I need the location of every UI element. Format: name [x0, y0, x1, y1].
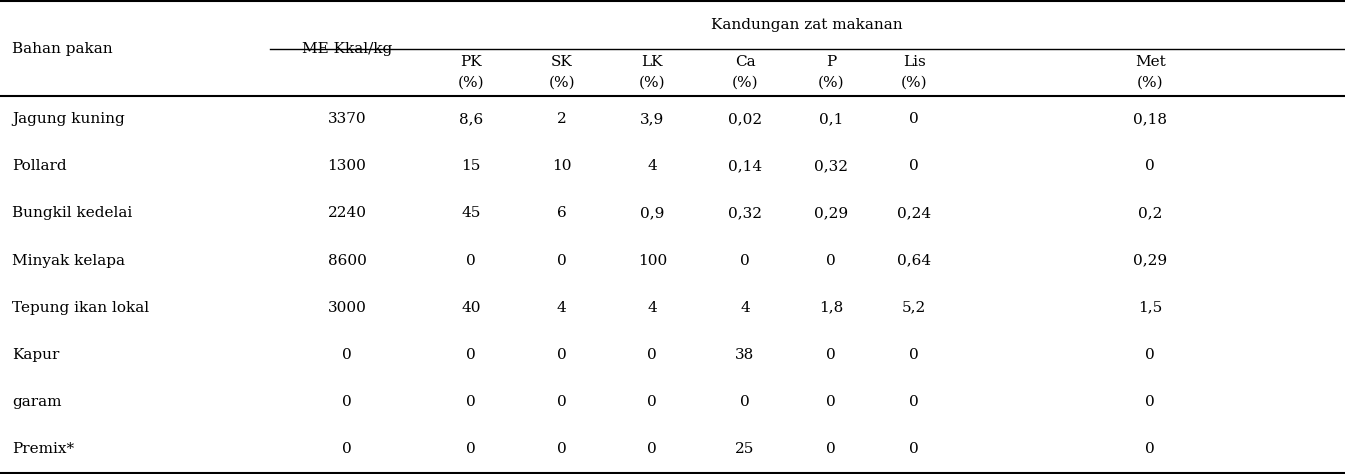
- Text: 0: 0: [557, 395, 566, 409]
- Text: (%): (%): [639, 75, 666, 90]
- Text: Premix*: Premix*: [12, 442, 74, 456]
- Text: 0: 0: [467, 348, 476, 362]
- Text: 0: 0: [647, 442, 658, 456]
- Text: 0: 0: [740, 254, 751, 267]
- Text: 5,2: 5,2: [902, 301, 927, 315]
- Text: 0,29: 0,29: [1134, 254, 1167, 267]
- Text: 0: 0: [557, 442, 566, 456]
- Text: Met: Met: [1135, 55, 1166, 69]
- Text: 0: 0: [467, 395, 476, 409]
- Text: 4: 4: [647, 301, 658, 315]
- Text: 38: 38: [736, 348, 755, 362]
- Text: 0: 0: [557, 348, 566, 362]
- Text: Pollard: Pollard: [12, 159, 67, 173]
- Text: 0,1: 0,1: [819, 112, 843, 126]
- Text: 0,14: 0,14: [728, 159, 763, 173]
- Text: 0,32: 0,32: [728, 207, 763, 220]
- Text: 0: 0: [740, 395, 751, 409]
- Text: Tepung ikan lokal: Tepung ikan lokal: [12, 301, 149, 315]
- Text: 4: 4: [740, 301, 751, 315]
- Text: Kapur: Kapur: [12, 348, 59, 362]
- Text: 3,9: 3,9: [640, 112, 664, 126]
- Text: (%): (%): [1137, 75, 1163, 90]
- Text: 0: 0: [909, 395, 919, 409]
- Text: 0: 0: [467, 442, 476, 456]
- Text: 10: 10: [551, 159, 572, 173]
- Text: 0: 0: [826, 254, 835, 267]
- Text: Bahan pakan: Bahan pakan: [12, 42, 113, 55]
- Text: 0: 0: [1146, 159, 1155, 173]
- Text: 2240: 2240: [328, 207, 366, 220]
- Text: 0,18: 0,18: [1134, 112, 1167, 126]
- Text: PK: PK: [460, 55, 482, 69]
- Text: 0: 0: [909, 159, 919, 173]
- Text: Lis: Lis: [902, 55, 925, 69]
- Text: 0: 0: [342, 442, 352, 456]
- Text: 45: 45: [461, 207, 482, 220]
- Text: 100: 100: [638, 254, 667, 267]
- Text: (%): (%): [732, 75, 759, 90]
- Text: (%): (%): [818, 75, 845, 90]
- Text: 4: 4: [557, 301, 566, 315]
- Text: ME Kkal/kg: ME Kkal/kg: [301, 42, 393, 55]
- Text: 0,24: 0,24: [897, 207, 931, 220]
- Text: garam: garam: [12, 395, 62, 409]
- Text: 3000: 3000: [328, 301, 366, 315]
- Text: Ca: Ca: [734, 55, 756, 69]
- Text: 0: 0: [342, 395, 352, 409]
- Text: 0: 0: [909, 442, 919, 456]
- Text: 0,64: 0,64: [897, 254, 931, 267]
- Text: LK: LK: [642, 55, 663, 69]
- Text: 0,29: 0,29: [814, 207, 847, 220]
- Text: 0,02: 0,02: [728, 112, 763, 126]
- Text: 0: 0: [826, 442, 835, 456]
- Text: 2: 2: [557, 112, 566, 126]
- Text: 0: 0: [909, 348, 919, 362]
- Text: 1,5: 1,5: [1138, 301, 1162, 315]
- Text: 15: 15: [461, 159, 482, 173]
- Text: 3370: 3370: [328, 112, 366, 126]
- Text: Bungkil kedelai: Bungkil kedelai: [12, 207, 132, 220]
- Text: 8600: 8600: [328, 254, 366, 267]
- Text: 0: 0: [826, 395, 835, 409]
- Text: 0: 0: [909, 112, 919, 126]
- Text: 0: 0: [647, 348, 658, 362]
- Text: 0: 0: [1146, 442, 1155, 456]
- Text: 1300: 1300: [328, 159, 366, 173]
- Text: 0: 0: [1146, 348, 1155, 362]
- Text: 0: 0: [647, 395, 658, 409]
- Text: 0: 0: [557, 254, 566, 267]
- Text: 0,32: 0,32: [814, 159, 847, 173]
- Text: 0: 0: [467, 254, 476, 267]
- Text: 40: 40: [461, 301, 482, 315]
- Text: 8,6: 8,6: [459, 112, 483, 126]
- Text: P: P: [826, 55, 837, 69]
- Text: 1,8: 1,8: [819, 301, 843, 315]
- Text: (%): (%): [901, 75, 928, 90]
- Text: Minyak kelapa: Minyak kelapa: [12, 254, 125, 267]
- Text: 0: 0: [342, 348, 352, 362]
- Text: 0: 0: [1146, 395, 1155, 409]
- Text: SK: SK: [551, 55, 573, 69]
- Text: Jagung kuning: Jagung kuning: [12, 112, 125, 126]
- Text: 25: 25: [736, 442, 755, 456]
- Text: 6: 6: [557, 207, 566, 220]
- Text: 0,9: 0,9: [640, 207, 664, 220]
- Text: 0,2: 0,2: [1138, 207, 1162, 220]
- Text: 4: 4: [647, 159, 658, 173]
- Text: Kandungan zat makanan: Kandungan zat makanan: [712, 18, 902, 32]
- Text: (%): (%): [549, 75, 576, 90]
- Text: (%): (%): [457, 75, 484, 90]
- Text: 0: 0: [826, 348, 835, 362]
